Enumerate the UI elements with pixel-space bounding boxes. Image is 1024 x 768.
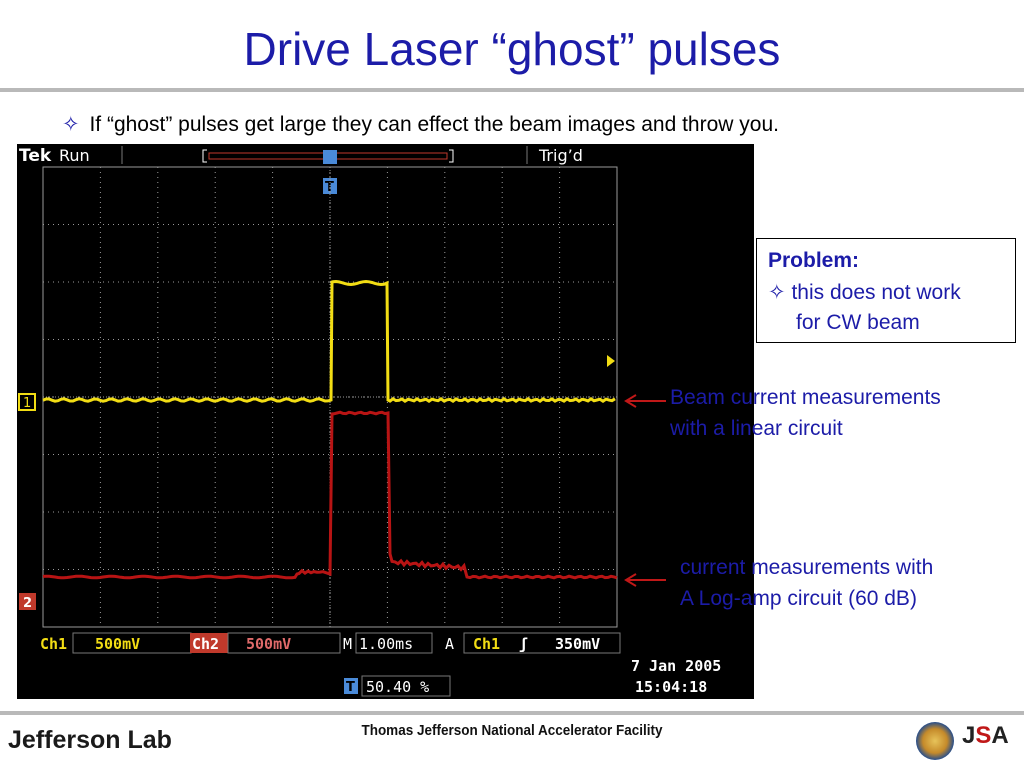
intro-bullet: ✧ If “ghost” pulses get large they can e… bbox=[62, 112, 779, 137]
linear-annotation-line1: Beam current measurements bbox=[670, 386, 941, 409]
linear-annotation: Beam current measurements with a linear … bbox=[670, 382, 941, 444]
jsa-logo-j: J bbox=[962, 722, 976, 749]
footer-divider bbox=[0, 711, 1024, 715]
oscilloscope-screenshot: Tek Run Trig’d T 1 2 Ch1 500mV Ch2 500mV… bbox=[17, 144, 754, 699]
linear-annotation-line2: with a linear circuit bbox=[670, 417, 843, 440]
jsa-logo-s: S bbox=[975, 722, 992, 749]
slide-title: Drive Laser “ghost” pulses bbox=[243, 23, 781, 75]
ch1-ground-label: 1 bbox=[23, 396, 31, 411]
ch1-trace bbox=[42, 279, 616, 404]
trigger-box bbox=[463, 632, 621, 654]
linear-arrow-icon bbox=[624, 394, 666, 408]
log-annotation-line1: current measurements with bbox=[680, 556, 934, 579]
ch2-label-bg bbox=[190, 633, 228, 653]
jsa-logo: JSA bbox=[962, 722, 1009, 750]
problem-callout: Problem: ✧ this does not work for CW bea… bbox=[756, 238, 1016, 343]
bullet-star-icon: ✧ bbox=[62, 113, 80, 136]
timebase-box bbox=[355, 632, 433, 654]
scope-time: 15:04:18 bbox=[635, 678, 707, 696]
trigger-prefix: A bbox=[445, 635, 454, 653]
trigger-position-value: 50.40 % bbox=[366, 678, 429, 696]
scope-brand: Tek bbox=[19, 146, 52, 166]
title-divider bbox=[0, 88, 1024, 92]
log-arrow-icon bbox=[624, 573, 666, 587]
trigger-position-marker-label: T bbox=[346, 680, 355, 695]
record-bracket-left bbox=[202, 149, 207, 163]
intro-bullet-text: If “ghost” pulses get large they can eff… bbox=[89, 113, 779, 136]
ch1-ground-marker bbox=[18, 393, 36, 411]
scope-trigger-status: Trig’d bbox=[538, 146, 583, 165]
trigger-position-icon bbox=[323, 150, 337, 164]
ch1-label: Ch1 bbox=[40, 635, 67, 653]
footer-facility: Thomas Jefferson National Accelerator Fa… bbox=[361, 722, 663, 739]
problem-line2: for CW beam bbox=[796, 311, 920, 334]
ch2-trace bbox=[42, 410, 618, 580]
log-annotation: current measurements with A Log-amp circ… bbox=[680, 552, 933, 614]
timebase-value: 1.00ms bbox=[359, 635, 413, 653]
trigger-level-icon bbox=[607, 355, 615, 367]
trigger-position-marker bbox=[344, 678, 358, 694]
scope-run-status: Run bbox=[59, 146, 90, 165]
trigger-slope-icon: ʃ bbox=[519, 635, 528, 653]
log-annotation-line2: A Log-amp circuit (60 dB) bbox=[680, 587, 917, 610]
trigger-level: 350mV bbox=[555, 635, 600, 653]
ch2-scale-box bbox=[227, 632, 341, 654]
timebase-prefix: M bbox=[343, 635, 352, 653]
ch2-ground-marker bbox=[19, 593, 36, 610]
jsa-logo-a: A bbox=[991, 722, 1009, 749]
problem-star-icon: ✧ bbox=[768, 281, 786, 304]
record-bracket-right bbox=[449, 149, 454, 163]
scope-date: 7 Jan 2005 bbox=[631, 657, 721, 675]
ch2-scale: 500mV bbox=[246, 635, 291, 653]
problem-line1-text: this does not work bbox=[791, 281, 961, 304]
doe-seal-icon bbox=[916, 722, 954, 760]
ch1-scale: 500mV bbox=[95, 635, 140, 653]
problem-line1: ✧ this does not work bbox=[768, 280, 961, 305]
problem-heading: Problem: bbox=[768, 249, 860, 272]
oscilloscope-display: Tek Run Trig’d T 1 2 Ch1 500mV Ch2 500mV… bbox=[18, 146, 721, 697]
trigger-source: Ch1 bbox=[473, 635, 500, 653]
ch2-label: Ch2 bbox=[192, 635, 219, 653]
ch2-ground-label: 2 bbox=[23, 596, 32, 611]
jefferson-lab-logo: Jefferson Lab bbox=[8, 726, 172, 754]
trigger-position-box bbox=[361, 675, 451, 697]
